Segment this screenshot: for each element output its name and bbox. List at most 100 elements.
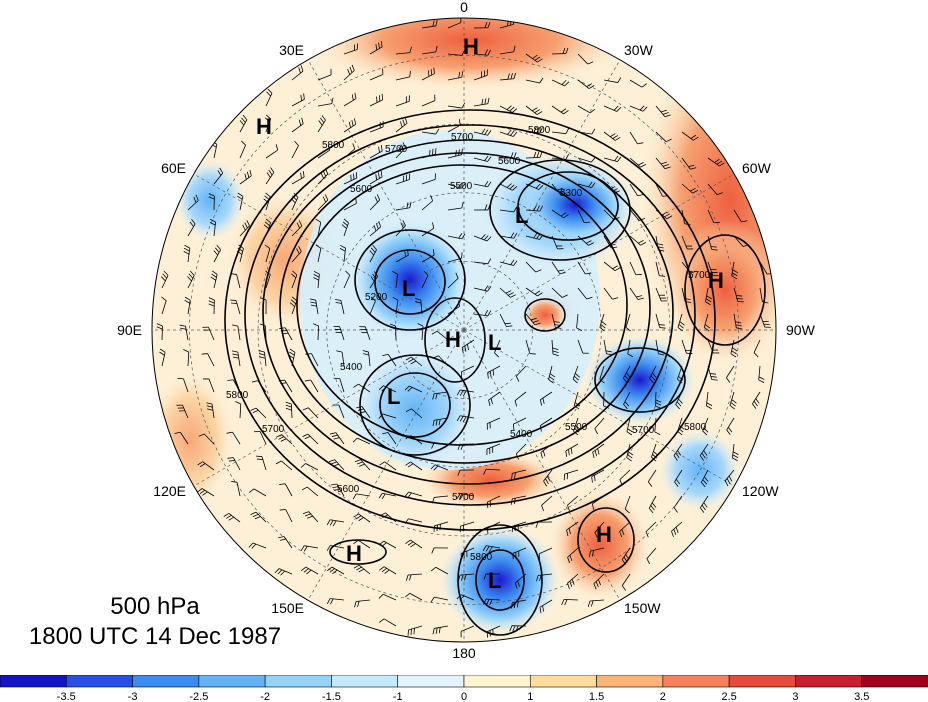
colorbar-tick-label: 3 xyxy=(792,691,798,702)
wind-barb xyxy=(336,350,345,367)
wind-barb xyxy=(677,417,685,436)
wind-barb xyxy=(187,218,196,237)
wind-barb xyxy=(447,49,465,56)
wind-barb xyxy=(681,183,699,194)
wind-barb xyxy=(733,235,749,248)
geopotential-height-contours xyxy=(224,109,766,636)
wind-barb xyxy=(577,79,595,89)
wind-barb xyxy=(759,287,769,304)
wind-barb xyxy=(254,430,267,445)
wind-barb xyxy=(260,297,267,315)
wind-barb xyxy=(202,378,215,393)
wind-barb xyxy=(726,365,735,383)
wind-barb xyxy=(599,365,605,384)
lon-label-150e: 150E xyxy=(271,600,304,616)
wind-barb xyxy=(414,297,423,315)
wind-barb xyxy=(651,443,659,462)
wind-barb xyxy=(231,324,241,341)
wind-barb xyxy=(655,391,662,409)
wind-barb xyxy=(487,521,501,535)
wind-barb xyxy=(369,68,384,81)
wind-barb xyxy=(328,459,345,471)
colorbar-tick-label: 0 xyxy=(461,691,467,702)
wind-barb xyxy=(315,218,322,237)
colorbar-tick-labels: -3.5 -3 -2.5 -2 -1.5 -1 0 1 1.5 2 2.5 3 3.5 xyxy=(57,691,870,702)
wind-barb xyxy=(433,521,449,532)
colorbar-box xyxy=(662,675,730,688)
wind-barb xyxy=(300,566,319,575)
wind-barb xyxy=(447,182,466,189)
wind-barb xyxy=(430,596,449,603)
wind-barb xyxy=(629,131,644,145)
wind-barb xyxy=(603,391,610,409)
wind-barb xyxy=(681,209,691,226)
wind-barb xyxy=(183,349,190,367)
wind-barb xyxy=(655,209,673,220)
valid-time-label: 1800 UTC 14 Dec 1987 xyxy=(28,623,282,650)
wind-barb xyxy=(551,339,559,357)
colorbar-tick-label: -1 xyxy=(393,691,403,702)
wind-barb xyxy=(499,259,518,266)
wind-barb xyxy=(432,355,449,367)
wind-barb xyxy=(567,573,579,589)
contour-label: 5200 xyxy=(365,292,388,303)
wind-barb xyxy=(730,339,738,358)
wind-barb xyxy=(577,181,596,188)
wind-barb xyxy=(551,153,569,160)
wind-barb xyxy=(707,183,723,196)
contour-label: 5700 xyxy=(632,425,655,436)
wind-barb xyxy=(486,417,501,430)
colorbar-tick-label: 1 xyxy=(527,691,533,702)
wind-barb xyxy=(432,625,449,635)
wind-barb xyxy=(421,148,437,159)
wind-barb xyxy=(525,126,543,134)
wind-barb xyxy=(174,431,189,445)
wind-barb xyxy=(654,417,661,435)
wind-barb xyxy=(577,105,596,114)
wind-barb xyxy=(278,379,293,393)
wind-barb xyxy=(551,209,569,219)
wind-barb xyxy=(473,155,492,162)
wind-barb xyxy=(629,287,644,300)
wind-barb xyxy=(457,443,475,450)
wind-barb xyxy=(258,350,267,367)
wind-barb xyxy=(421,270,429,289)
wind-barb xyxy=(707,339,720,354)
wind-barb xyxy=(404,592,423,601)
wind-barb xyxy=(183,244,191,263)
wind-barb xyxy=(456,493,475,500)
wind-barb xyxy=(343,143,356,159)
colorbar-box xyxy=(529,675,597,688)
wind-barb xyxy=(353,383,371,393)
wind-barb xyxy=(460,365,475,378)
wind-barb xyxy=(395,46,412,55)
wind-barb xyxy=(291,140,299,159)
wind-barb xyxy=(369,221,382,237)
wind-barb xyxy=(421,195,433,211)
colorbar-box xyxy=(0,675,67,688)
wind-barb xyxy=(551,183,567,196)
wind-barb xyxy=(655,157,671,170)
wind-barb xyxy=(525,232,544,240)
wind-barb xyxy=(206,402,215,419)
wind-barb xyxy=(302,407,319,419)
meridian-line xyxy=(193,173,465,331)
colorbar-tick-label: -2.5 xyxy=(189,691,208,702)
wind-barb xyxy=(625,313,631,332)
wind-barb xyxy=(539,391,553,406)
wind-barb xyxy=(543,469,553,487)
colorbar-box xyxy=(198,675,266,688)
colorbar-box xyxy=(132,675,200,688)
wind-barb xyxy=(431,547,449,554)
wind-barb xyxy=(369,41,383,55)
wind-barb xyxy=(447,202,464,211)
wind-barb xyxy=(291,65,304,81)
wind-barb xyxy=(473,97,490,107)
wind-barb xyxy=(159,348,166,367)
colorbar-tick-label: -1.5 xyxy=(322,691,341,702)
wind-barb xyxy=(179,324,189,341)
high-center: H xyxy=(256,114,272,139)
wind-barb xyxy=(250,407,267,419)
wind-barb xyxy=(655,313,666,329)
colorbar-box xyxy=(331,675,399,688)
